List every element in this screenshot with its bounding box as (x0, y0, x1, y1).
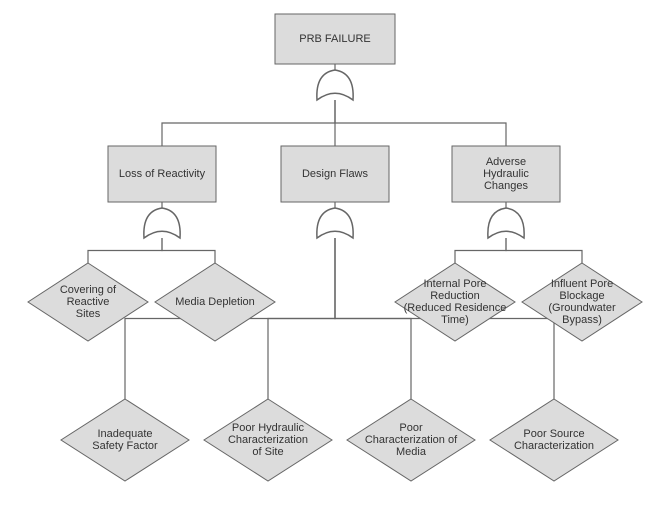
node-hydra: AdverseHydraulicChanges (452, 146, 560, 202)
node-label: Characterization (514, 440, 594, 452)
node-label: Safety Factor (92, 440, 158, 452)
node-label: Bypass) (562, 314, 602, 326)
node-label: (Groundwater (548, 302, 616, 314)
edge (88, 238, 162, 263)
node-source: Poor SourceCharacterization (490, 399, 618, 481)
node-loss: Loss of Reactivity (108, 146, 216, 202)
fault-tree-diagram: PRB FAILURE Loss of Reactivity Design Flaw… (0, 0, 669, 520)
node-label: Design Flaws (302, 168, 369, 180)
node-block: Influent PoreBlockage(GroundwaterBypass) (522, 263, 642, 341)
node-label: Time) (441, 314, 469, 326)
node-label: Poor (399, 422, 423, 434)
node-cov: Covering ofReactiveSites (28, 263, 148, 341)
node-safe: InadequateSafety Factor (61, 399, 189, 481)
node-label: Inadequate (97, 428, 152, 440)
edge (335, 100, 506, 146)
node-label: Adverse (486, 156, 526, 168)
edge (506, 238, 582, 263)
node-label: Sites (76, 308, 101, 320)
node-label: Media Depletion (175, 296, 255, 308)
or-gate (144, 208, 180, 238)
node-label: Characterization (228, 434, 308, 446)
node-label: of Site (252, 446, 283, 458)
node-label: Poor Source (523, 428, 584, 440)
node-label: Covering of (60, 284, 117, 296)
edge (162, 100, 335, 146)
node-label: Media (396, 446, 427, 458)
node-label: Loss of Reactivity (119, 168, 206, 180)
node-design: Design Flaws (281, 146, 389, 202)
node-label: Influent Pore (551, 278, 613, 290)
or-gate (317, 208, 353, 238)
node-hydch: Poor HydraulicCharacterizationof Site (204, 399, 332, 481)
or-gate (317, 70, 353, 100)
node-label: Internal Pore (424, 278, 487, 290)
edge (455, 238, 506, 263)
node-media: PoorCharacterization ofMedia (347, 399, 475, 481)
node-label: PRB FAILURE (299, 33, 371, 45)
node-label: Characterization of (365, 434, 458, 446)
node-label: Blockage (559, 290, 604, 302)
node-dep: Media Depletion (155, 263, 275, 341)
node-label: Reduction (430, 290, 480, 302)
node-label: Reactive (67, 296, 110, 308)
edge (162, 238, 215, 263)
node-label: (Reduced Residence (404, 302, 507, 314)
or-gate (488, 208, 524, 238)
node-label: Poor Hydraulic (232, 422, 305, 434)
node-label: Changes (484, 180, 529, 192)
node-root: PRB FAILURE (275, 14, 395, 64)
node-pore: Internal PoreReduction(Reduced Residence… (395, 263, 515, 341)
node-label: Hydraulic (483, 168, 529, 180)
edge (268, 238, 335, 399)
